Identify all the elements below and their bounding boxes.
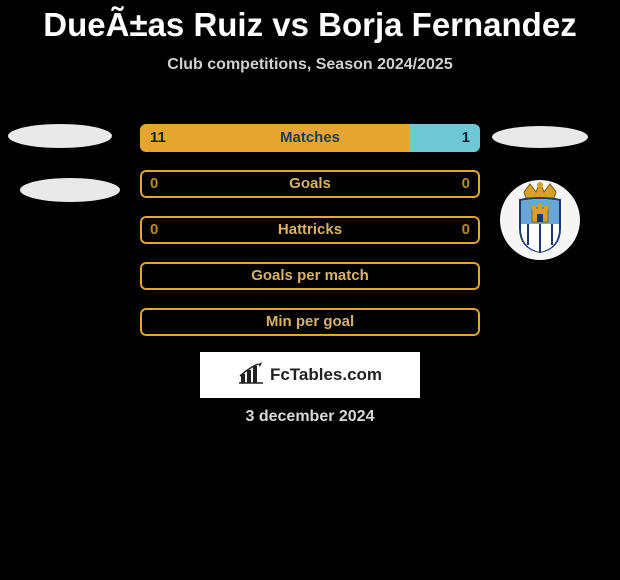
stat-value-p2: 0: [452, 216, 480, 244]
stat-row: Goals per match: [140, 262, 480, 290]
logo-suffix: .com: [342, 365, 382, 384]
stat-row: Hattricks0 0: [140, 216, 480, 244]
player2-photo-placeholder: [492, 126, 588, 148]
stat-row: Goals0 0: [140, 170, 480, 198]
stat-label: Min per goal: [140, 308, 480, 336]
stat-label: Matches: [140, 124, 480, 152]
player1-photo-placeholder: [8, 124, 112, 148]
stat-row: Matches111: [140, 124, 480, 152]
logo-prefix: Fc: [270, 365, 290, 384]
stat-value-p1: 11: [140, 124, 176, 152]
page-title: DueÃ±as Ruiz vs Borja Fernandez: [0, 0, 620, 44]
subtitle: Club competitions, Season 2024/2025: [0, 56, 620, 74]
player2-club-crest: [500, 180, 580, 260]
stat-row: Min per goal: [140, 308, 480, 336]
date-label: 3 december 2024: [0, 408, 620, 426]
stats-list: Matches111Goals00Hattricks00Goals per ma…: [140, 124, 480, 354]
stat-value-p2: 1: [452, 124, 480, 152]
fctables-logo: FcTables.com: [200, 352, 420, 398]
stat-value-p2: 0: [452, 170, 480, 198]
stat-label: Hattricks: [140, 216, 480, 244]
bar-chart-icon: [238, 362, 264, 389]
stat-label: Goals: [140, 170, 480, 198]
stat-value-p1: 0: [140, 170, 168, 198]
player1-photo-placeholder-2: [20, 178, 120, 202]
logo-text: FcTables.com: [270, 365, 382, 385]
stat-label: Goals per match: [140, 262, 480, 290]
infographic-root: DueÃ±as Ruiz vs Borja Fernandez Club com…: [0, 0, 620, 580]
crest-icon: [510, 182, 570, 259]
stat-value-p1: 0: [140, 216, 168, 244]
logo-main: Tables: [290, 365, 343, 384]
